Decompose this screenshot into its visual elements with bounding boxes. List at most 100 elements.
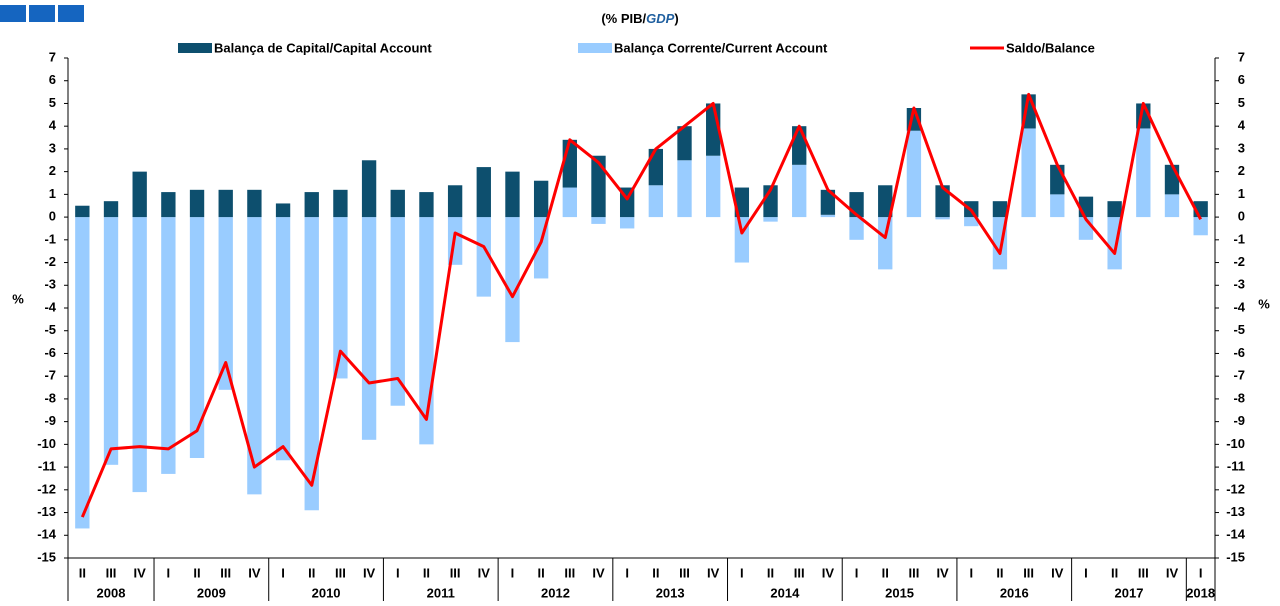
balance-line	[80, 92, 1202, 518]
x-tick-label: IV	[822, 565, 835, 580]
y-axis-label: %	[12, 291, 24, 306]
y2-tick-label: -5	[1233, 322, 1245, 337]
x-tick-label: I	[511, 565, 515, 580]
current-bar	[304, 217, 319, 511]
x-tick-label: IV	[478, 565, 491, 580]
current-bar	[505, 217, 520, 343]
capital-bar	[75, 205, 90, 218]
capital-bar	[820, 189, 836, 215]
x-tick-label: IV	[707, 565, 720, 580]
chart-title: (% PIB/GDP)	[601, 11, 678, 26]
x-tick-label: I	[969, 565, 973, 580]
y-tick-label: 4	[49, 118, 57, 133]
current-bar	[103, 217, 119, 465]
x-tick-label: IV	[363, 565, 376, 580]
current-bar	[591, 217, 606, 224]
current-bar	[648, 185, 664, 218]
x-tick-label: I	[855, 565, 859, 580]
y-tick-label: 2	[49, 163, 56, 178]
y-tick-label: -4	[44, 299, 56, 314]
y2-tick-label: -12	[1226, 481, 1245, 496]
y2-tick-label: -4	[1233, 299, 1245, 314]
y2-tick-label: 7	[1238, 49, 1245, 64]
x-tick-label: IV	[936, 565, 949, 580]
y-tick-label: 5	[49, 95, 56, 110]
year-label: 2017	[1115, 585, 1144, 600]
current-bar	[1193, 217, 1208, 236]
legend-label: Balança Corrente/Current Account	[614, 40, 828, 55]
y-tick-label: -3	[44, 277, 56, 292]
y2-tick-label: -6	[1233, 345, 1245, 360]
y2-tick-label: -13	[1226, 504, 1245, 519]
x-tick-label: II	[79, 565, 86, 580]
y-tick-label: 6	[49, 72, 56, 87]
title-part: GDP	[646, 11, 675, 26]
y-tick-label: -2	[44, 254, 56, 269]
y2-tick-label: 1	[1238, 186, 1245, 201]
y-tick-label: -15	[37, 549, 56, 564]
x-tick-label: II	[996, 565, 1003, 580]
x-tick-label: III	[1138, 565, 1149, 580]
legend-swatch	[178, 43, 212, 53]
capital-bar	[132, 171, 147, 218]
current-bar	[75, 217, 90, 529]
current-bar	[1021, 128, 1036, 218]
capital-bar	[419, 192, 434, 218]
current-bar	[1050, 194, 1065, 218]
capital-bar	[505, 171, 520, 218]
year-label: 2008	[97, 585, 126, 600]
capital-bar	[161, 192, 176, 218]
y-tick-label: 0	[49, 209, 56, 224]
y-tick-label: -6	[44, 345, 56, 360]
x-tick-label: III	[220, 565, 231, 580]
capital-bar	[591, 155, 606, 218]
current-bar	[1136, 128, 1151, 218]
y2-axis-label: %	[1258, 296, 1270, 311]
capital-bar	[447, 185, 463, 218]
year-label: 2011	[427, 585, 455, 600]
x-tick-label: I	[281, 565, 285, 580]
capital-bar	[247, 189, 262, 218]
x-tick-label: II	[882, 565, 889, 580]
y-tick-label: -14	[37, 527, 57, 542]
x-tick-label: I	[625, 565, 629, 580]
capital-bar	[218, 189, 233, 218]
x-tick-label: I	[740, 565, 744, 580]
current-bar	[763, 217, 778, 222]
x-tick-label: III	[679, 565, 690, 580]
y-tick-label: -8	[44, 390, 56, 405]
y-tick-label: 3	[49, 140, 56, 155]
y-tick-label: -12	[37, 481, 56, 496]
capital-bar	[361, 160, 377, 218]
legend-label: Balança de Capital/Capital Account	[214, 40, 432, 55]
current-bar	[619, 217, 635, 229]
year-label: 2013	[656, 585, 685, 600]
x-tick-label: IV	[592, 565, 605, 580]
current-bar	[161, 217, 176, 474]
capital-bar	[1050, 164, 1065, 195]
current-bar	[935, 217, 950, 220]
x-tick-label: III	[335, 565, 346, 580]
x-tick-label: II	[767, 565, 774, 580]
capital-bar	[476, 167, 491, 218]
year-label: 2014	[770, 585, 800, 600]
current-bar	[706, 155, 721, 218]
capital-bar	[792, 126, 807, 165]
y2-tick-label: 5	[1238, 95, 1245, 110]
x-tick-label: III	[794, 565, 805, 580]
x-tick-label: I	[1199, 565, 1203, 580]
x-tick-label: I	[1084, 565, 1088, 580]
capital-bar	[562, 139, 577, 188]
y2-tick-label: -7	[1233, 368, 1245, 383]
y2-tick-label: 3	[1238, 140, 1245, 155]
current-bar	[906, 130, 922, 218]
capital-bar	[275, 203, 291, 218]
x-tick-label: I	[167, 565, 171, 580]
y2-tick-label: -11	[1227, 459, 1245, 474]
capital-bar	[103, 201, 119, 218]
x-tick-label: III	[450, 565, 461, 580]
y2-tick-label: 0	[1238, 209, 1245, 224]
title-part: )	[674, 11, 678, 26]
current-bar	[792, 164, 807, 218]
legend-swatch	[578, 43, 612, 53]
